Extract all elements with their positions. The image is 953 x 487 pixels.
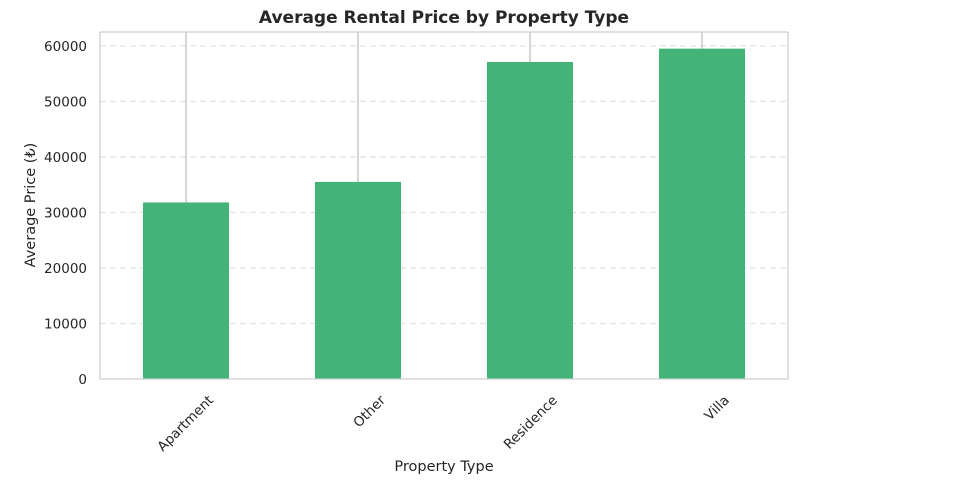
bar-other bbox=[315, 181, 401, 379]
y-tick-label: 60000 bbox=[44, 39, 87, 55]
x-tick-label: Apartment bbox=[154, 393, 216, 455]
y-tick-label: 0 bbox=[78, 372, 87, 388]
chart-title: Average Rental Price by Property Type bbox=[259, 8, 629, 28]
y-axis-label: Average Price (₺) bbox=[23, 143, 39, 268]
y-tick-label: 20000 bbox=[44, 261, 87, 277]
bars bbox=[143, 48, 745, 379]
x-tick-label: Residence bbox=[501, 393, 561, 453]
error-bars bbox=[185, 32, 703, 203]
x-tick-label: Other bbox=[350, 392, 389, 431]
y-tick-label: 50000 bbox=[44, 94, 87, 110]
bar-residence bbox=[487, 61, 573, 379]
x-axis-label: Property Type bbox=[394, 459, 493, 475]
plot-frame bbox=[99, 31, 789, 380]
x-axis-ticks: Apartment Other Residence Villa bbox=[154, 392, 732, 455]
bar-apartment bbox=[143, 202, 229, 379]
y-tick-label: 40000 bbox=[44, 150, 87, 166]
y-tick-label: 10000 bbox=[44, 316, 87, 332]
x-tick-label: Villa bbox=[701, 393, 732, 424]
bar-villa bbox=[659, 48, 745, 379]
y-tick-label: 30000 bbox=[44, 205, 87, 221]
y-axis-ticks: 0 10000 20000 30000 40000 50000 60000 bbox=[44, 39, 87, 388]
